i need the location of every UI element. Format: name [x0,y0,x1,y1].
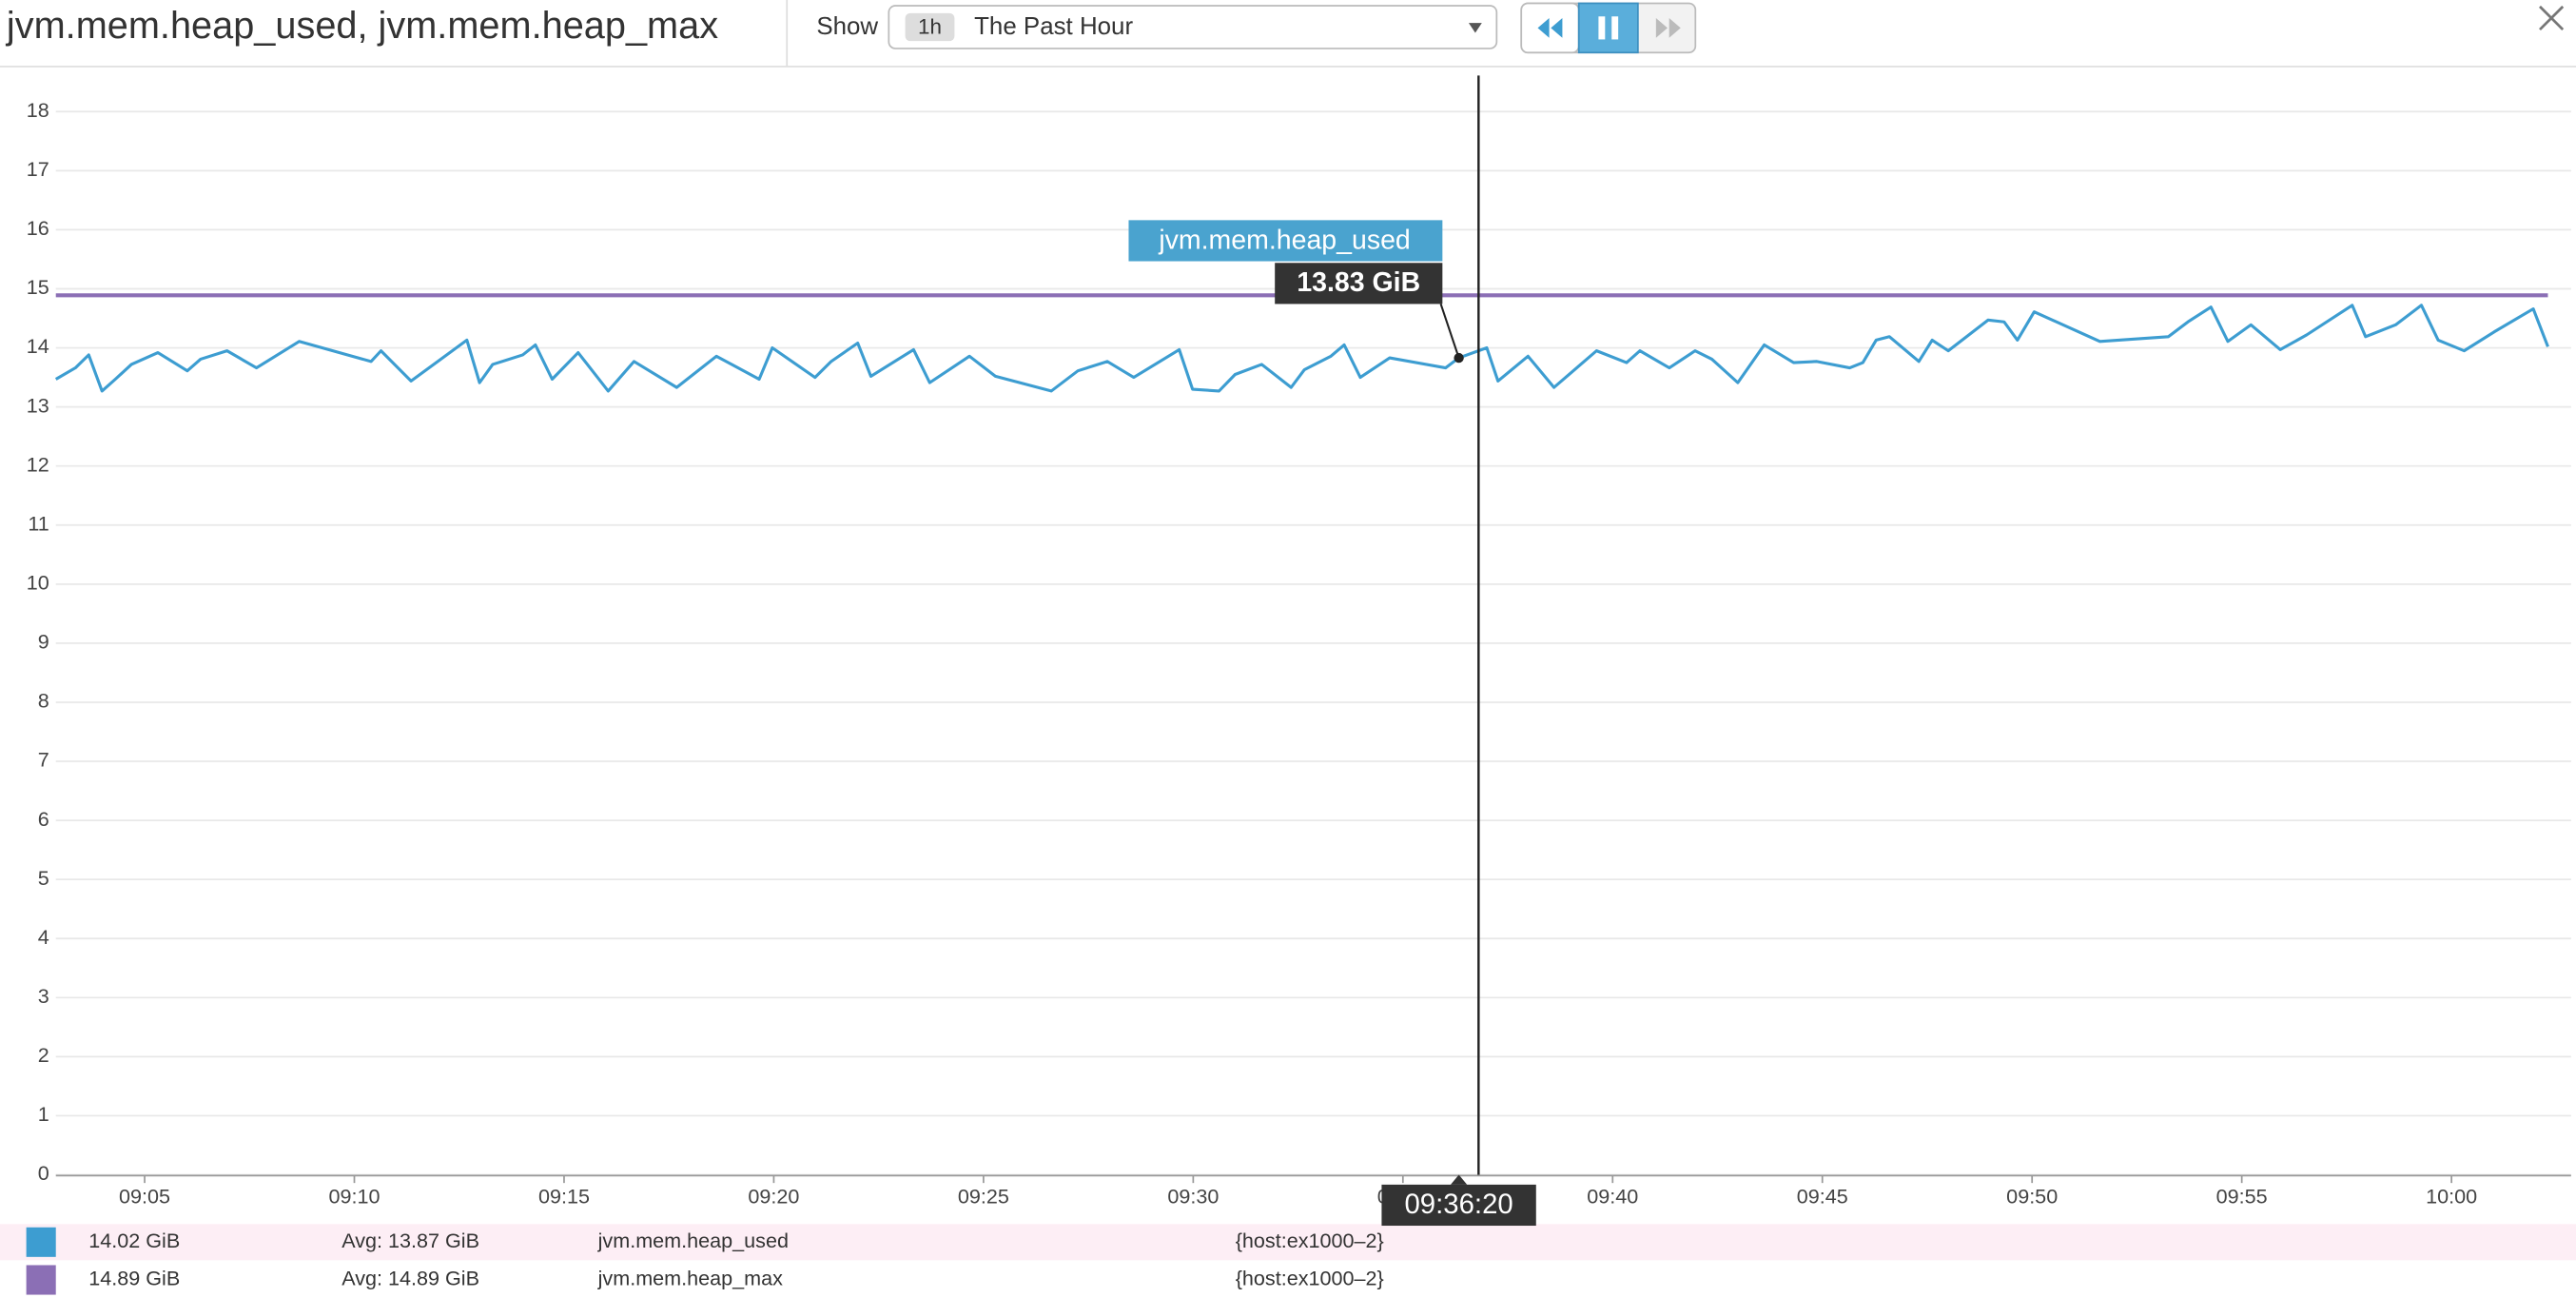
pause-bg[interactable] [1577,2,1639,54]
legend-row-highlight [0,1224,2576,1261]
time-label-box [1381,1184,1536,1227]
close-button[interactable] [2539,5,2565,31]
y-tick-label: 12 [27,452,49,476]
x-tick-label: 09:50 [2006,1184,2058,1208]
range-badge: 1h [918,14,942,38]
x-tick-label: 09:15 [538,1184,590,1208]
y-tick-label: 14 [27,334,49,358]
y-tick-label: 1 [38,1102,49,1126]
legend-swatch [26,1265,56,1295]
legend: 14.02 GiB Avg: 13.87 GiB jvm.mem.heap_used… [0,1224,2576,1295]
legend-avg: Avg: 13.87 GiB [342,1229,479,1252]
legend-name[interactable]: jvm.mem.heap_used [597,1229,789,1252]
x-tick-label: 10:00 [2426,1184,2477,1208]
legend-swatch [26,1227,56,1257]
y-tick-label: 9 [38,630,49,654]
legend-avg: Avg: 14.89 GiB [342,1267,479,1290]
y-tick-label: 17 [27,157,49,181]
forward-button[interactable] [1655,17,1681,38]
y-tick-label: 3 [38,984,49,1008]
y-tick-label: 8 [38,689,49,713]
legend-scope: {host:ex1000–2} [1236,1267,1384,1290]
range-text: The Past Hour [974,13,1133,40]
tooltip-leader [1439,304,1460,359]
y-tick-label: 7 [38,748,49,772]
range-badge-box [905,12,955,42]
rewind-icon [1537,17,1563,38]
y-tick-label: 2 [38,1043,49,1067]
x-tick-label: 09:45 [1797,1184,1848,1208]
dropdown-arrow [1468,23,1482,33]
playback-controls [1520,2,1697,54]
pause-bar [1611,16,1619,40]
tooltip-value: 13.83 GiB [1297,267,1420,298]
range-dropdown[interactable]: 1h The Past Hour [888,5,1498,49]
y-tick-label: 5 [38,866,49,890]
y-tick-label: 6 [38,807,49,831]
y-tick-label: 13 [27,393,49,417]
x-tick-label: 09:30 [1167,1184,1219,1208]
x-tick-label: 09:25 [958,1184,1009,1208]
tooltip-name-box [1128,220,1443,262]
legend-scope: {host:ex1000–2} [1236,1229,1384,1252]
tooltip-name: jvm.mem.heap_used [1158,225,1410,255]
show-label: Show [816,13,878,40]
y-tick-label: 16 [27,216,49,240]
tooltip-value-box [1275,263,1443,305]
y-tick-label: 18 [27,98,49,122]
y-tick-label: 11 [28,511,49,535]
tooltip-point [1454,352,1464,364]
y-tick-label: 10 [27,571,49,595]
time-label: 09:36:20 [1404,1189,1512,1220]
tooltip: jvm.mem.heap_used 13.83 GiB 09:36:20 [1128,75,1536,1227]
x-tick-label: 09:55 [2216,1184,2268,1208]
dropdown-box[interactable] [888,5,1498,49]
x-tick-label: 09:20 [748,1184,799,1208]
x-tick-label: 09:05 [119,1184,170,1208]
x-tick-label: 09:40 [1587,1184,1638,1208]
rewind-button[interactable] [1520,2,1580,54]
time-pointer [1450,1174,1468,1185]
pause-button[interactable] [1577,2,1639,54]
legend-value: 14.89 GiB [88,1267,180,1290]
pause-bar [1598,16,1606,40]
x-tick-label: 09:10 [329,1184,381,1208]
legend-value: 14.02 GiB [88,1229,180,1252]
legend-name[interactable]: jvm.mem.heap_max [597,1267,784,1290]
series-line [54,304,2549,393]
y-tick-label: 0 [38,1161,49,1185]
chart-title: jvm.mem.heap_used, jvm.mem.heap_max [6,5,718,47]
y-tick-label: 15 [27,275,49,299]
forward-icon[interactable] [1655,17,1681,38]
rewind-bg[interactable] [1520,2,1580,54]
plot [54,293,2549,393]
y-tick-label: 4 [38,925,49,949]
